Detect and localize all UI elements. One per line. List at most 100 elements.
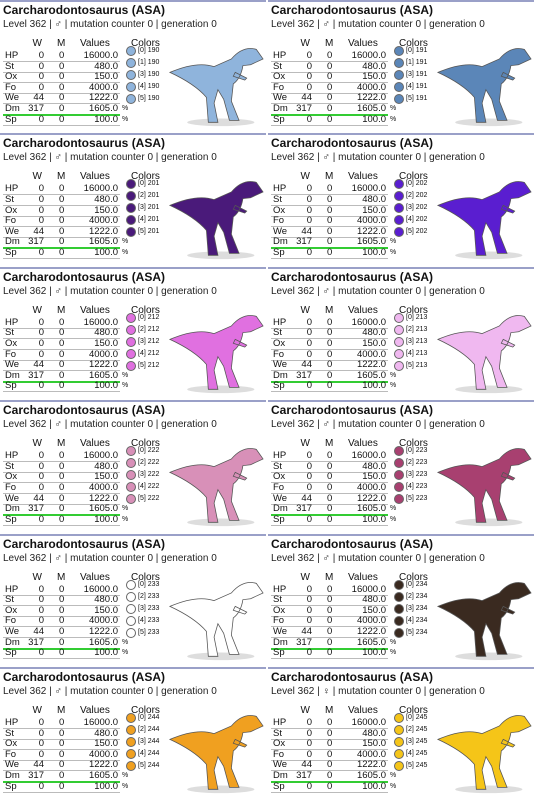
stat-value: 16000.0 [83,183,118,195]
column-header: M [57,571,66,583]
stat-wild: 0 [306,738,312,750]
stat-name: Sp [273,513,285,525]
column-header: Colors [399,571,428,583]
stat-mutation: 0 [327,60,333,72]
stat-wild: 317 [296,770,312,781]
stat-row: Fo 0 0 4000.0 [3,615,120,628]
color-swatch [394,94,404,104]
stat-mutation: 0 [59,50,65,61]
stat-mutation: 0 [59,604,65,616]
creature-subtitle: Level 362 | ♂ | mutation counter 0 | gen… [271,152,485,164]
stat-row: Fo 0 0 4000.0 [271,82,388,94]
stat-mutation: 0 [59,460,65,472]
stat-unit: % [390,638,397,646]
stat-mutation: 0 [327,50,333,61]
stat-unit: % [122,238,129,246]
stat-wild: 0 [306,748,312,760]
stat-wild: 0 [306,113,312,125]
color-label: [4] 212 [138,349,160,357]
color-swatch [394,312,404,323]
color-label: [0] 201 [138,180,160,188]
stat-row: Dm 317 0 1605.0% [271,236,396,250]
stat-value: 150.0 [94,738,118,750]
stat-wild: 0 [306,60,312,72]
stat-row: Sp 0 0 100.0% [271,513,396,526]
stat-wild: 0 [38,615,44,627]
stat-mutation: 0 [59,348,65,360]
stat-name: Fo [5,615,17,627]
stat-name: Dm [273,503,288,515]
stat-value: 16000.0 [83,717,118,728]
color-swatch [126,725,136,735]
creature-title: Carcharodontosaurus (ASA) [3,403,166,418]
creature-image [436,181,532,260]
stat-value: 1605.0 [356,369,386,381]
stat-name: We [273,625,288,637]
stat-mutation: 0 [59,246,65,258]
color-swatch [394,70,404,80]
stat-wild: 0 [38,594,44,606]
stat-mutation: 0 [327,717,333,728]
stat-mutation: 0 [327,471,333,483]
stat-mutation: 0 [59,471,65,483]
color-label: [4] 213 [406,349,428,357]
column-header: W [300,438,310,450]
stat-mutation: 0 [327,92,333,104]
color-swatch [126,46,136,56]
stat-name: St [5,727,14,739]
color-label: [0] 213 [406,313,428,321]
creature-title: Carcharodontosaurus (ASA) [3,269,166,284]
color-swatch [394,446,404,457]
stat-value: 100.0 [94,113,118,125]
stat-mutation: 0 [59,759,65,771]
color-label: [1] 190 [138,59,160,66]
stat-name: HP [5,717,19,728]
stat-name: HP [5,183,19,195]
column-header: W [32,705,42,716]
stat-name: St [5,327,14,339]
column-header: Values [348,171,378,183]
creature-card: Carcharodontosaurus (ASA) Level 362 | ♂ |… [0,400,266,532]
creature-image [436,448,532,527]
stat-row: Fo 0 0 4000.0 [271,482,388,494]
column-header: W [32,304,42,316]
stat-wild: 0 [38,193,44,205]
stat-name: Ox [273,204,286,216]
creature-image [168,48,264,127]
stat-row: We 44 0 1222.0 [271,625,388,638]
color-label: [2] 244 [138,726,160,733]
stat-value: 480.0 [94,327,118,339]
stat-wild: 0 [38,604,44,616]
color-swatch [126,179,136,190]
stat-mutation: 0 [327,236,333,248]
creature-card: Carcharodontosaurus (ASA) Level 362 | ♂ |… [0,0,266,132]
stat-name: Dm [273,369,288,381]
stat-row: We 44 0 1222.0 [3,360,120,372]
color-swatch [126,58,136,68]
stat-unit: % [122,248,129,256]
stat-wild: 317 [296,369,312,381]
color-label: [3] 244 [138,738,160,745]
creature-title: Carcharodontosaurus (ASA) [271,3,434,17]
column-header: Values [80,571,110,583]
stat-mutation: 0 [59,636,65,648]
column-header: M [325,438,334,450]
stat-unit: % [122,782,129,790]
stat-value: 16000.0 [83,583,118,595]
stat-value: 480.0 [362,594,386,606]
stat-wild: 317 [296,636,312,648]
stat-row: Ox 0 0 150.0 [271,471,388,484]
color-label: [4] 222 [138,483,160,491]
stat-name: Ox [273,71,286,83]
stat-mutation: 0 [59,513,65,525]
stat-value: 16000.0 [351,717,386,728]
stat-mutation: 0 [327,759,333,771]
stat-name: Ox [273,738,286,750]
stat-name: Dm [5,236,20,248]
stat-value: 1605.0 [88,770,118,781]
stat-row: Ox 0 0 150.0 [271,71,388,84]
stat-mutation: 0 [59,583,65,595]
stat-row: HP 0 0 16000.0 [3,317,120,329]
stat-mutation: 0 [327,204,333,216]
creature-subtitle: Level 362 | ♂ | mutation counter 0 | gen… [3,419,217,431]
